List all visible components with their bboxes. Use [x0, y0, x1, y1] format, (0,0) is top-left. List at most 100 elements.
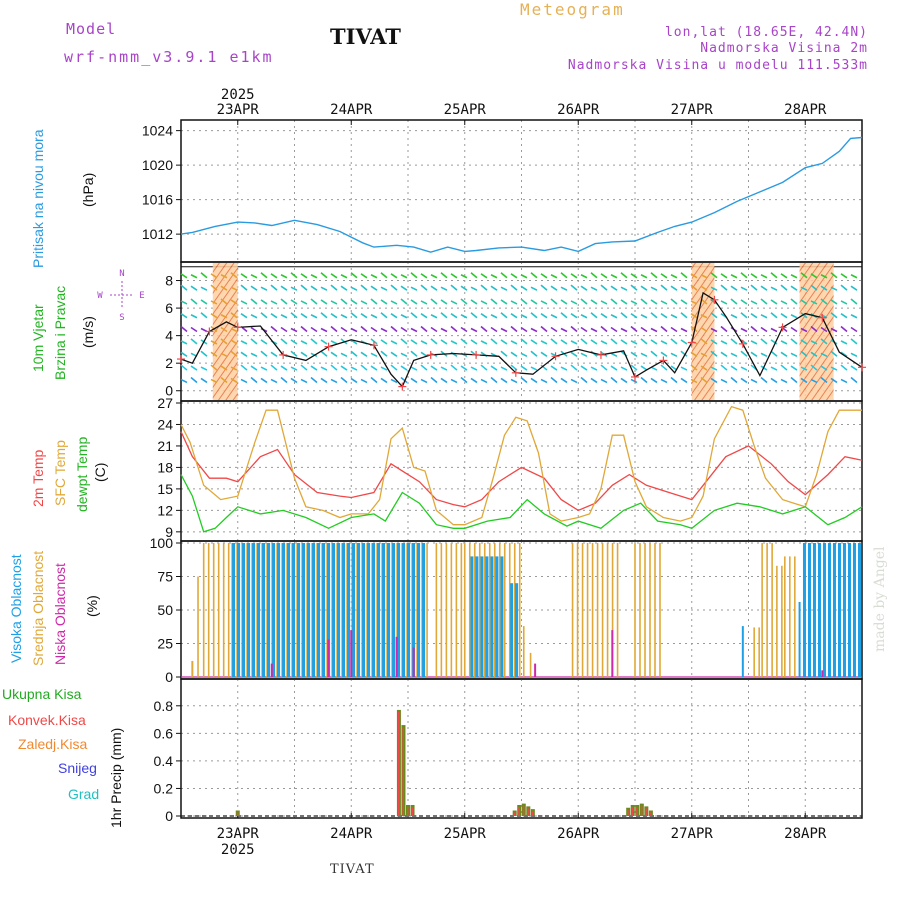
- cloud-bar: [252, 543, 256, 677]
- wind-barb: [440, 377, 448, 384]
- ytick-label: 1016: [142, 192, 173, 208]
- wind-barb: [580, 285, 588, 291]
- wind-barb: [740, 327, 748, 333]
- wind-barb: [610, 352, 618, 358]
- wind-barb: [570, 364, 578, 371]
- wind-barb: [660, 273, 668, 279]
- cloud-bar: [347, 543, 351, 677]
- wind-barb: [750, 300, 758, 305]
- wind-barb: [740, 312, 748, 319]
- wind-barb: [240, 273, 248, 279]
- wind-barb: [710, 366, 718, 371]
- wind-barb: [810, 325, 818, 333]
- wind-barb: [680, 299, 688, 305]
- wind-barb: [690, 378, 698, 384]
- wind-barb: [180, 351, 188, 357]
- wind-barb: [180, 340, 188, 345]
- wind-barb: [660, 364, 668, 371]
- wind-barb: [260, 299, 268, 305]
- wind-barb: [780, 340, 788, 345]
- wind-barb: [430, 376, 438, 384]
- wind-barb: [650, 377, 658, 384]
- wind-barb: [540, 325, 548, 333]
- wind-barb: [850, 274, 858, 279]
- wind-barb: [250, 326, 258, 333]
- wind-barb: [200, 272, 208, 279]
- wind-barb: [710, 327, 718, 333]
- wind-barb: [730, 365, 738, 371]
- wind-barb: [490, 326, 498, 333]
- wind-barb: [510, 313, 518, 319]
- wind-barb: [650, 350, 658, 357]
- wind-barb: [780, 273, 788, 279]
- wind-barb: [390, 325, 398, 333]
- wind-barb: [730, 314, 738, 319]
- wind-barb: [620, 312, 628, 319]
- wind-barb: [190, 338, 198, 345]
- wind-barb: [840, 313, 848, 319]
- wind-barb: [340, 326, 348, 333]
- precip-bar-conv: [407, 806, 409, 816]
- cloud-bar: [327, 543, 331, 677]
- wind-barb: [410, 272, 418, 279]
- wind-barb: [520, 376, 528, 384]
- wind-barb: [600, 313, 608, 319]
- ytick-label: 0.6: [154, 725, 174, 741]
- wind-barb: [650, 286, 658, 291]
- wind-barb: [510, 273, 518, 279]
- wind-barb: [480, 273, 488, 279]
- wind-barb: [460, 326, 468, 333]
- xtick-label-top: 23APR: [217, 102, 260, 118]
- wind-barb: [180, 300, 188, 305]
- ytick-label: 9: [165, 524, 173, 540]
- wind-barb: [590, 327, 598, 333]
- wind-barb: [230, 312, 238, 319]
- wind-barb: [260, 377, 268, 384]
- wind-barb: [380, 299, 388, 305]
- wind-barb: [390, 284, 398, 291]
- wind-barb: [330, 273, 338, 279]
- wind-barb: [780, 364, 788, 371]
- wind-barb: [250, 376, 258, 384]
- wind-barb: [720, 378, 728, 384]
- wind-barb: [440, 312, 448, 319]
- wind-barb: [540, 364, 548, 371]
- xtick-label-bottom: 23APR: [217, 826, 260, 842]
- wind-barb: [380, 366, 388, 371]
- wind-barb: [600, 325, 608, 333]
- wind-barb: [600, 284, 608, 291]
- wind-barb: [790, 376, 798, 384]
- wind-barb: [800, 312, 808, 319]
- wind-barb: [540, 340, 548, 345]
- legend-snijeg: Snijeg: [58, 760, 97, 776]
- wind-barb: [560, 366, 568, 371]
- wind-barb: [300, 313, 308, 319]
- wind-barb: [570, 284, 578, 291]
- ytick-label: 18: [157, 459, 173, 475]
- wind-barb: [740, 299, 748, 305]
- wind-barb: [420, 364, 428, 371]
- wind-barb: [520, 314, 528, 319]
- cloud-bar: [822, 543, 826, 677]
- wind-barb: [650, 312, 658, 319]
- wind-barb: [230, 272, 238, 279]
- wind-barb: [570, 340, 578, 345]
- wind-barb: [220, 298, 228, 305]
- wind-barb: [480, 313, 488, 319]
- wind-barb: [710, 286, 718, 291]
- wind-barb: [750, 378, 758, 384]
- wind-barb: [770, 286, 778, 291]
- wind-barb: [280, 376, 288, 384]
- wind-barb: [530, 286, 538, 291]
- wind-barb: [770, 366, 778, 371]
- wind-barb: [440, 299, 448, 305]
- wind-barb: [610, 365, 618, 371]
- wind-barb: [250, 274, 258, 279]
- wind-barb: [640, 338, 648, 345]
- wind-barb: [850, 285, 858, 291]
- wind-barb: [250, 338, 258, 345]
- cloud-bar: [802, 543, 806, 677]
- panel-wind: [176, 261, 863, 402]
- wind-barb: [660, 313, 668, 319]
